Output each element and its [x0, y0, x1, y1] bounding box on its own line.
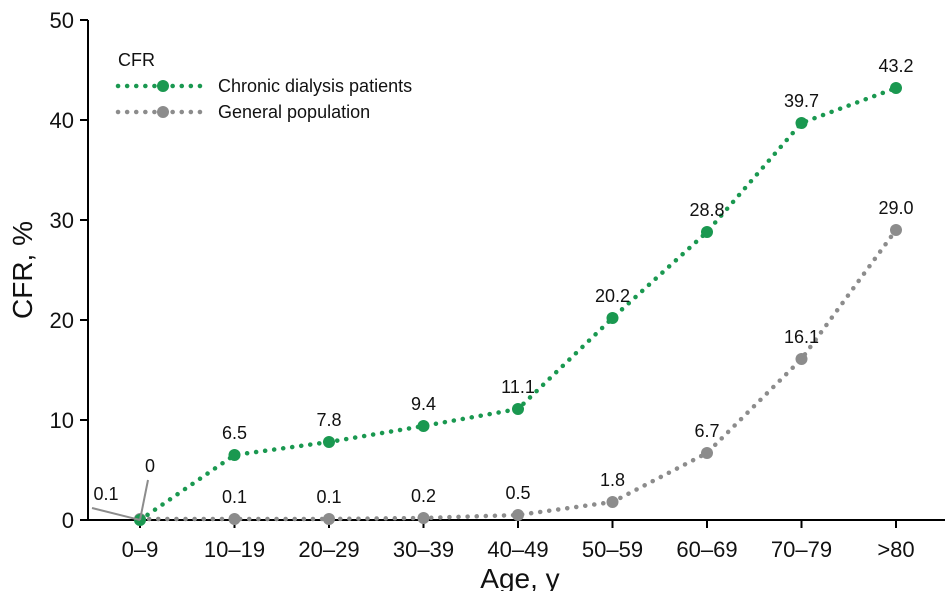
point-chronic-dialysis-patients-3: [417, 420, 430, 432]
leader-line-dialysis-0: [139, 479, 149, 521]
y-tick-label-50: 50: [50, 8, 74, 33]
point-general-population-6: [701, 447, 713, 459]
data-label-general-population-4: 0.5: [505, 483, 530, 503]
point-chronic-dialysis-patients-2: [323, 436, 335, 448]
y-axis: 0 10 20 30 40 50: [50, 8, 89, 533]
x-tick-label-4: 40–49: [487, 537, 548, 562]
x-tick-label-5: 50–59: [582, 537, 643, 562]
series-layer: [134, 82, 902, 526]
leader-line-general-0: [91, 507, 141, 521]
data-label-general-population-7: 16.1: [784, 327, 819, 347]
data-label-general-population-1: 0.1: [222, 487, 247, 507]
data-label-chronic-dialysis-patients-0: 0: [145, 456, 155, 476]
data-label-general-population-8: 29.0: [878, 198, 913, 218]
x-tick-label-3: 30–39: [393, 537, 454, 562]
y-tick-label-0: 0: [62, 508, 74, 533]
y-tick-label-10: 10: [50, 408, 74, 433]
point-general-population-7: [795, 353, 808, 365]
series-line-general-population: [137, 227, 899, 522]
data-label-general-population-3: 0.2: [411, 486, 436, 506]
point-chronic-dialysis-patients-1: [228, 449, 241, 461]
legend: CFR Chronic dialysis patients General pop…: [115, 50, 412, 122]
y-tick-label-40: 40: [50, 108, 74, 133]
point-general-population-8: [890, 224, 902, 236]
data-label-chronic-dialysis-patients-7: 39.7: [784, 91, 819, 111]
data-label-chronic-dialysis-patients-6: 28.8: [689, 200, 724, 220]
point-chronic-dialysis-patients-8: [890, 82, 902, 94]
data-label-general-population-0: 0.1: [93, 484, 118, 504]
x-axis-title: Age, y: [480, 563, 559, 591]
legend-label-general-population: General population: [218, 102, 370, 122]
y-tick-label-20: 20: [50, 308, 74, 333]
series-line-chronic-dialysis-patients: [137, 85, 899, 523]
x-tick-label-7: 70–79: [771, 537, 832, 562]
point-chronic-dialysis-patients-6: [701, 226, 713, 238]
point-chronic-dialysis-patients-5: [606, 312, 619, 324]
y-tick-label-30: 30: [50, 208, 74, 233]
point-general-population-1: [228, 513, 241, 525]
data-label-chronic-dialysis-patients-1: 6.5: [222, 423, 247, 443]
point-general-population-5: [606, 496, 619, 508]
point-chronic-dialysis-patients-4: [512, 403, 524, 415]
legend-marker-general-population: [157, 106, 169, 118]
x-tick-label-2: 20–29: [298, 537, 359, 562]
data-label-chronic-dialysis-patients-2: 7.8: [316, 410, 341, 430]
data-label-general-population-2: 0.1: [316, 487, 341, 507]
legend-label-chronic-dialysis-patients: Chronic dialysis patients: [218, 76, 412, 96]
point-general-population-3: [417, 512, 430, 524]
point-general-population-4: [512, 509, 524, 521]
x-tick-label-0: 0–9: [122, 537, 159, 562]
x-tick-label-1: 10–19: [204, 537, 265, 562]
data-label-layer: 0 6.5 7.8 9.4 11.1 20.2 28.8 39.7 43.2 0.1 0.1 0.1 0…: [91, 56, 914, 521]
legend-title: CFR: [118, 50, 155, 70]
x-axis: 0–9 10–19 20–29 30–39 40–49 50–59 60–69 70–79 >8…: [88, 519, 945, 562]
y-axis-title: CFR, %: [7, 221, 38, 319]
legend-marker-chronic-dialysis-patients: [157, 80, 169, 92]
data-label-general-population-5: 1.8: [600, 470, 625, 490]
x-tick-label-6: 60–69: [676, 537, 737, 562]
data-label-chronic-dialysis-patients-4: 11.1: [501, 377, 535, 397]
x-tick-label-8: >80: [877, 537, 914, 562]
point-general-population-2: [323, 513, 335, 525]
data-label-chronic-dialysis-patients-5: 20.2: [595, 286, 630, 306]
data-label-general-population-6: 6.7: [694, 421, 719, 441]
data-label-chronic-dialysis-patients-3: 9.4: [411, 394, 436, 414]
data-label-chronic-dialysis-patients-8: 43.2: [878, 56, 913, 76]
point-chronic-dialysis-patients-7: [795, 117, 808, 129]
